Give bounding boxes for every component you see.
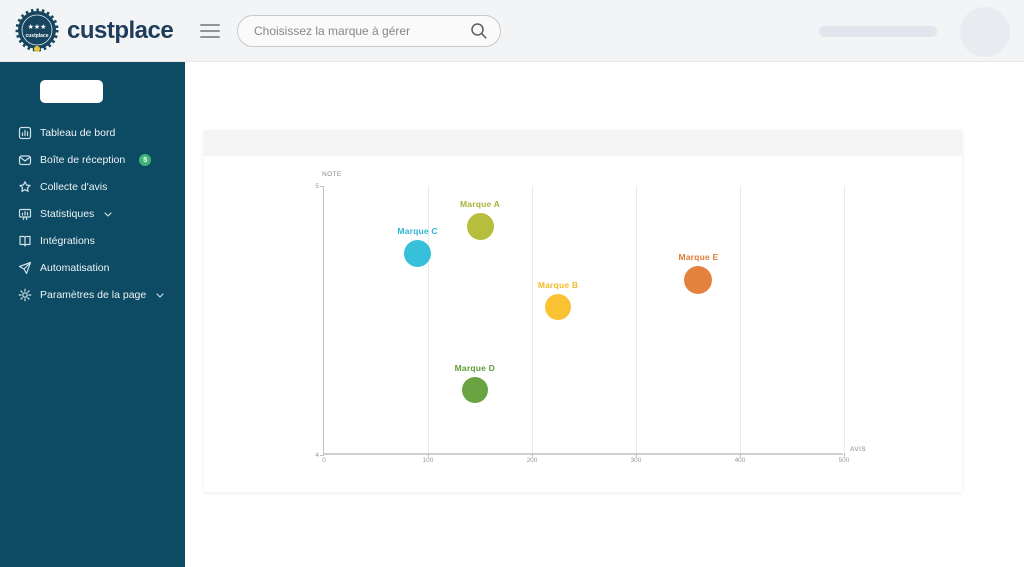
custplace-logo[interactable]: ★★★ custplace custplace [14, 8, 174, 54]
x-tick-mark [532, 453, 533, 457]
bubble-marque-c[interactable] [404, 239, 432, 267]
stats-icon [18, 207, 32, 221]
loading-placeholder-bar [819, 26, 937, 37]
inbox-count-badge: 5 [139, 153, 152, 166]
x-tick-label: 0 [322, 457, 326, 464]
sidebar-item-label: Intégrations [40, 234, 95, 247]
inbox-icon [18, 153, 32, 167]
sidebar-item-collecte-davis[interactable]: Collecte d'avis [0, 173, 185, 200]
sidebar-item-label: Tableau de bord [40, 126, 116, 139]
sidebar-item-label: Collecte d'avis [40, 180, 108, 193]
sidebar-nav: Tableau de bord Boîte de réception 5 [0, 119, 185, 308]
card-header-placeholder [204, 130, 962, 156]
y-axis-title: NOTE [322, 171, 342, 178]
x-axis-title: AVIS [850, 446, 866, 453]
sidebar-item-tableau-de-bord[interactable]: Tableau de bord [0, 119, 185, 146]
y-tick-mark [320, 185, 324, 187]
chevron-down-icon [156, 289, 164, 301]
svg-text:custplace: custplace [25, 33, 48, 39]
sidebar-item-label: Statistiques [40, 207, 95, 220]
gridline [428, 186, 429, 453]
menu-toggle-button[interactable] [200, 24, 220, 38]
brand-search [237, 15, 501, 47]
dashboard-icon [18, 126, 32, 140]
gridline [532, 186, 533, 453]
bubble-marque-a[interactable] [466, 212, 494, 240]
search-icon[interactable] [470, 22, 488, 40]
bubble-label: Marque C [397, 225, 438, 236]
svg-text:★★★: ★★★ [28, 23, 47, 31]
star-icon [18, 180, 32, 194]
sidebar-item-automatisation[interactable]: Automatisation [0, 254, 185, 281]
x-tick-label: 300 [630, 457, 642, 464]
x-tick-label: 400 [734, 457, 746, 464]
bubble-label: Marque D [454, 363, 495, 374]
gridline [636, 186, 637, 453]
x-tick-mark [636, 453, 637, 457]
main-content: NOTE AVIS 0 100 200 300 400 500 4 5 Marque A Marq… [185, 62, 1024, 567]
bubble-marque-b[interactable] [545, 294, 571, 321]
sidebar-item-label: Automatisation [40, 261, 110, 274]
avatar[interactable] [960, 7, 1010, 57]
sidebar-item-statistiques[interactable]: Statistiques [0, 200, 185, 227]
sidebar-item-parametres-de-la-page[interactable]: Paramètres de la page [0, 281, 185, 308]
search-input[interactable] [254, 24, 470, 38]
bubble-marque-d[interactable] [461, 377, 488, 404]
brand-wordmark: custplace [67, 17, 174, 44]
bubble-label: Marque E [678, 252, 719, 263]
bubble-marque-e[interactable] [684, 266, 713, 295]
sidebar-item-label: Paramètres de la page [40, 288, 147, 301]
chart-card: NOTE AVIS 0 100 200 300 400 500 4 5 Marque A Marq… [204, 130, 962, 492]
x-tick-mark [428, 453, 429, 457]
top-header: ★★★ custplace custplace [0, 0, 1024, 62]
x-tick-mark [740, 453, 741, 457]
gridline [740, 186, 741, 453]
gridline [844, 186, 845, 453]
x-tick-label: 500 [838, 457, 850, 464]
y-tick-label: 5 [315, 183, 319, 190]
x-tick-label: 100 [422, 457, 434, 464]
y-tick-mark [320, 454, 324, 456]
x-tick-mark [844, 453, 845, 457]
plot-area: NOTE AVIS 0 100 200 300 400 500 4 5 Marque A Marq… [315, 171, 865, 464]
y-tick-label: 4 [315, 452, 319, 459]
sidebar-item-boite-de-reception[interactable]: Boîte de réception 5 [0, 146, 185, 173]
settings-icon [18, 288, 32, 302]
custplace-badge-logo: ★★★ custplace [15, 8, 59, 52]
integrations-icon [18, 234, 32, 248]
brand-logo-placeholder [40, 80, 103, 103]
chevron-down-icon [104, 208, 112, 220]
bubble-label: Marque B [537, 280, 579, 291]
x-tick-label: 200 [526, 457, 538, 464]
automation-icon [18, 261, 32, 275]
sidebar-item-integrations[interactable]: Intégrations [0, 227, 185, 254]
sidebar-item-label: Boîte de réception [40, 153, 126, 166]
bubble-label: Marque A [459, 198, 501, 209]
sidebar: Tableau de bord Boîte de réception 5 [0, 62, 185, 567]
